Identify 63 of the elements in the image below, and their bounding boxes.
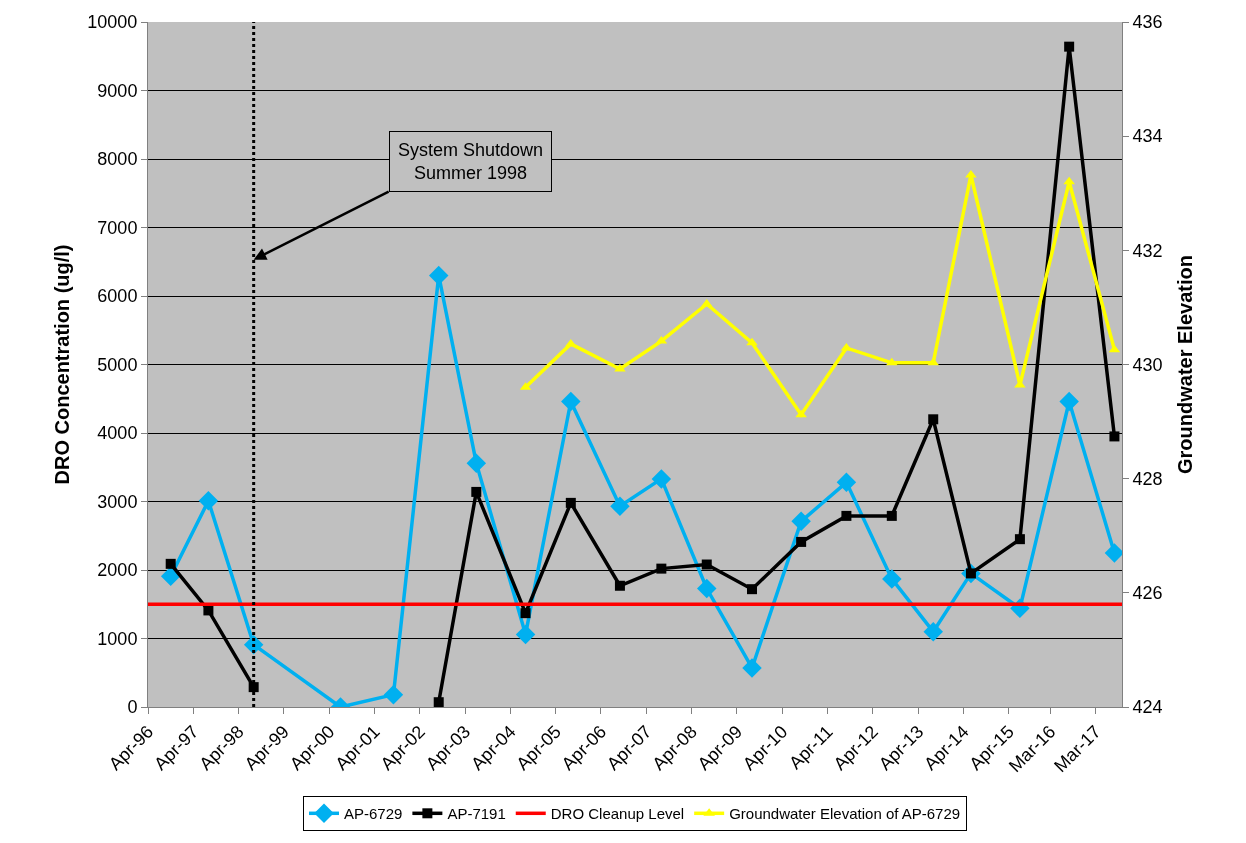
y-tick-label: 5000 bbox=[97, 354, 138, 375]
point bbox=[1014, 534, 1025, 545]
y-tick-label: 9000 bbox=[97, 80, 138, 101]
y2-tick-label: 424 bbox=[1132, 697, 1163, 718]
y2-tick-label: 432 bbox=[1132, 240, 1163, 261]
point bbox=[565, 497, 576, 508]
point bbox=[791, 511, 811, 532]
y2-tick-label: 436 bbox=[1132, 12, 1163, 33]
y-tick-label: 6000 bbox=[97, 286, 138, 307]
point bbox=[466, 453, 487, 473]
y-tick-label: 7000 bbox=[97, 217, 138, 238]
point bbox=[836, 472, 857, 493]
point bbox=[610, 496, 630, 517]
y-tick-label: 2000 bbox=[97, 560, 138, 581]
point bbox=[165, 558, 176, 569]
legend-label: DRO Cleanup Level bbox=[550, 805, 685, 823]
point bbox=[520, 608, 531, 619]
point bbox=[1109, 431, 1120, 442]
y2-tick-label: 428 bbox=[1132, 468, 1163, 489]
y-tick-label: 10000 bbox=[87, 12, 138, 33]
y2-tick-label: 434 bbox=[1132, 126, 1163, 147]
point bbox=[697, 578, 717, 599]
point bbox=[656, 563, 667, 574]
legend-label: AP-6729 bbox=[344, 805, 403, 823]
point bbox=[651, 469, 672, 489]
point bbox=[1104, 543, 1122, 563]
y-tick-label: 1000 bbox=[97, 628, 138, 649]
point bbox=[203, 605, 214, 616]
y-tick-label: 3000 bbox=[97, 491, 138, 512]
point bbox=[927, 357, 939, 366]
legend-label: AP-7191 bbox=[447, 805, 506, 823]
point bbox=[701, 559, 712, 570]
point bbox=[198, 491, 219, 511]
y-tick-label: 8000 bbox=[97, 149, 138, 170]
y-axis-title: DRO Concentration (ug/l) bbox=[50, 244, 73, 485]
y-tick-label: 4000 bbox=[97, 423, 138, 444]
point bbox=[746, 337, 758, 346]
point bbox=[614, 580, 625, 591]
point bbox=[1063, 176, 1075, 185]
point bbox=[433, 697, 444, 707]
y-tick-label: 0 bbox=[127, 697, 138, 718]
point bbox=[383, 684, 404, 705]
point bbox=[886, 510, 897, 521]
point bbox=[795, 409, 807, 418]
point bbox=[1059, 391, 1079, 412]
point bbox=[742, 658, 762, 678]
point bbox=[1064, 41, 1075, 52]
point bbox=[796, 536, 807, 547]
point bbox=[923, 621, 943, 642]
y2-tick-label: 426 bbox=[1132, 583, 1163, 604]
point bbox=[747, 584, 758, 595]
y2-tick-label: 430 bbox=[1132, 354, 1163, 375]
legend-label: Groundwater Elevation of AP-6729 bbox=[729, 805, 961, 823]
point bbox=[428, 265, 449, 286]
point bbox=[928, 414, 939, 425]
point bbox=[841, 510, 852, 521]
point bbox=[515, 624, 536, 645]
point bbox=[561, 391, 581, 412]
y2-axis-title: Groundwater Elevation bbox=[1174, 255, 1197, 474]
point bbox=[471, 486, 482, 497]
point bbox=[886, 357, 898, 366]
annotation: System Shutdown Summer 1998 bbox=[398, 140, 544, 184]
point bbox=[882, 569, 902, 589]
